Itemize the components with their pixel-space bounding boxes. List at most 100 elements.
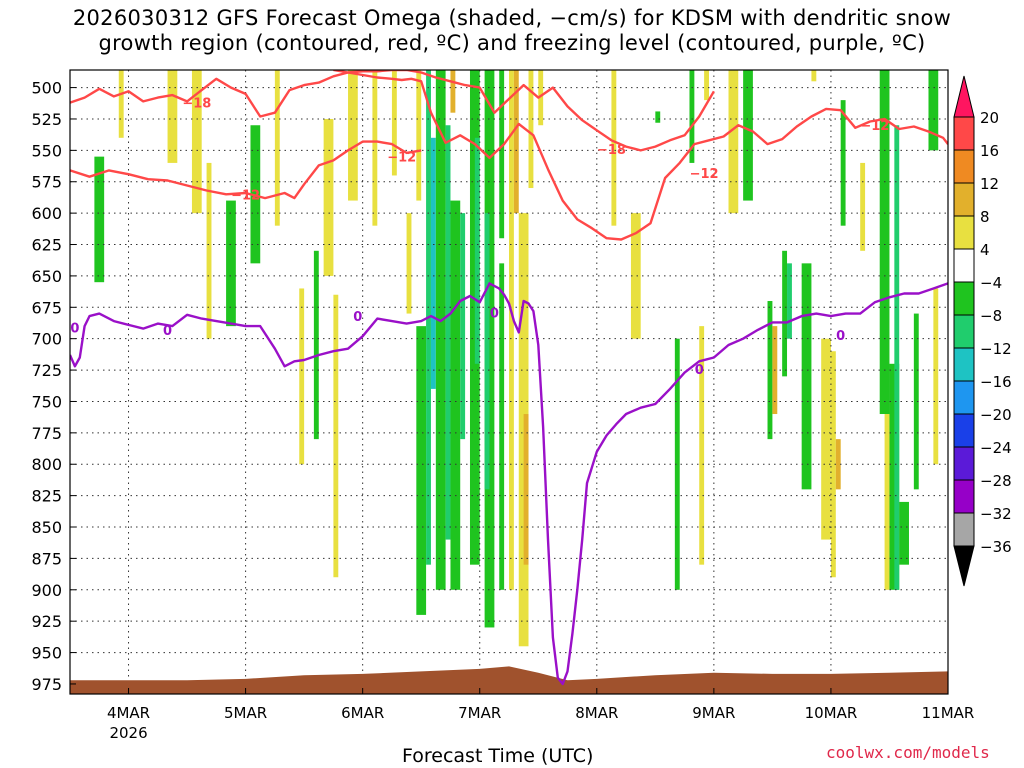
omega-shaded-cell: [674, 338, 680, 590]
omega-shaded-cell: [499, 263, 505, 590]
omega-shaded-cell: [348, 70, 358, 201]
contour-layer: [70, 70, 948, 686]
omega-shaded-cell: [933, 288, 939, 465]
omega-shaded-cell: [274, 70, 280, 226]
x-tick-label: 10MAR: [805, 704, 858, 722]
y-tick-label: 725: [31, 361, 62, 380]
omega-shaded-cell: [226, 200, 236, 327]
contour-label: −12: [387, 151, 416, 166]
omega-shaded-cell: [450, 70, 456, 113]
colorbar-swatch: [953, 281, 975, 316]
contour-label: −18: [597, 143, 626, 158]
y-tick-label: 650: [31, 267, 62, 286]
y-tick-label: 825: [31, 487, 62, 506]
colorbar-swatch: [953, 149, 975, 184]
site-credit: coolwx.com/models: [826, 743, 990, 762]
colorbar-label: −12: [980, 340, 1012, 358]
omega-shaded-cell: [416, 326, 427, 615]
colorbar-label: −28: [980, 472, 1012, 490]
y-tick-label: 800: [31, 455, 62, 474]
y-tick-label: 625: [31, 236, 62, 255]
y-tick-label: 600: [31, 204, 62, 223]
colorbar-label: −4: [980, 274, 1002, 292]
colorbar-label: −16: [980, 373, 1012, 391]
omega-shaded-cell: [830, 351, 836, 578]
colorbar: 20 16 12 8 4 −4 −8 −12 −16 −20 −24 −28 −32 −36: [953, 75, 1012, 587]
colorbar-label: 12: [980, 175, 999, 193]
omega-shaded-cell: [406, 213, 412, 314]
y-tick-label: 550: [31, 141, 62, 160]
colorbar-label: −32: [980, 505, 1012, 523]
x-tick-label: 4MAR: [107, 704, 150, 722]
contour-label: 0: [163, 324, 172, 339]
omega-shaded-cell: [835, 439, 841, 490]
x-tick-label: 5MAR: [224, 704, 267, 722]
chart-title-line-2: growth region (contoured, red, ºC) and f…: [98, 31, 926, 55]
contour-label: 0: [695, 363, 704, 378]
omega-shaded-cell: [206, 162, 212, 339]
omega-shaded-cell: [821, 338, 831, 540]
omega-shaded-cell: [513, 70, 519, 214]
omega-shaded-cell: [704, 70, 709, 101]
omega-shaded-cell: [299, 288, 305, 465]
contour-label: 0: [353, 310, 362, 325]
omega-shaded-cell: [416, 70, 422, 201]
omega-shaded-cell: [538, 70, 544, 126]
y-tick-label: 775: [31, 424, 62, 443]
y-tick-label: 850: [31, 518, 62, 537]
y-tick-label: 925: [31, 612, 62, 631]
x-tick-label: 11MAR: [922, 704, 975, 722]
omega-shaded-cell: [313, 250, 319, 440]
colorbar-label: −36: [980, 538, 1012, 556]
colorbar-label: 20: [980, 109, 999, 127]
chart-title-line-1: 2026030312 GFS Forecast Omega (shaded, −…: [72, 6, 952, 30]
x-axis-label: Forecast Time (UTC): [402, 745, 594, 767]
omega-shaded-cell: [899, 501, 909, 565]
x-tick-label: 8MAR: [575, 704, 618, 722]
y-axis: 500 525 550 575 600 625 650 675 700 725 750 775 800 8…: [31, 79, 76, 694]
y-tick-label: 700: [31, 330, 62, 349]
omega-shaded-cell: [323, 118, 334, 276]
omega-shaded-cell: [118, 70, 124, 138]
y-tick-label: 525: [31, 110, 62, 129]
colorbar-label: 16: [980, 142, 999, 160]
dendritic-contour-line: [333, 70, 948, 241]
x-axis: 4MAR 2026 5MAR 6MAR 7MAR 8MAR 9MAR 10MAR 11MAR: [107, 688, 974, 742]
y-tick-label: 675: [31, 298, 62, 317]
colorbar-swatch: [953, 215, 975, 250]
omega-shaded-cell: [518, 213, 529, 647]
colorbar-swatch: [953, 512, 975, 547]
y-tick-label: 950: [31, 644, 62, 663]
contour-label: 0: [836, 329, 845, 344]
contour-label: −12: [690, 167, 719, 182]
omega-shaded-cell: [94, 156, 105, 283]
omega-shaded-cell: [333, 294, 339, 578]
terrain-ground: [70, 666, 948, 694]
terrain-layer: [70, 666, 948, 694]
omega-shaded-cell: [528, 70, 534, 189]
omega-shaded-cell: [728, 70, 739, 214]
omega-shading-layer: [94, 70, 939, 647]
contour-label: −12: [231, 188, 260, 203]
omega-shaded-cell: [191, 70, 202, 214]
y-tick-label: 750: [31, 392, 62, 411]
dendritic-contour-line: [70, 70, 715, 152]
contour-label: −18: [182, 97, 211, 112]
omega-shaded-cell: [689, 70, 695, 163]
colorbar-swatch: [953, 446, 975, 481]
colorbar-label: −24: [980, 439, 1012, 457]
omega-shaded-cell: [884, 414, 890, 590]
omega-shaded-cell: [509, 70, 514, 590]
x-tick-label: 7MAR: [458, 704, 501, 722]
omega-shaded-cell: [450, 200, 461, 590]
colorbar-swatch: [953, 182, 975, 217]
colorbar-label: −8: [980, 307, 1002, 325]
omega-shaded-cell: [630, 213, 641, 339]
omega-shaded-cell: [860, 162, 866, 251]
omega-shaded-cell: [787, 263, 792, 339]
omega-shaded-cell: [484, 213, 490, 490]
colorbar-swatch: [953, 380, 975, 415]
omega-shaded-cell: [474, 137, 480, 364]
contour-label: −12: [860, 119, 889, 134]
